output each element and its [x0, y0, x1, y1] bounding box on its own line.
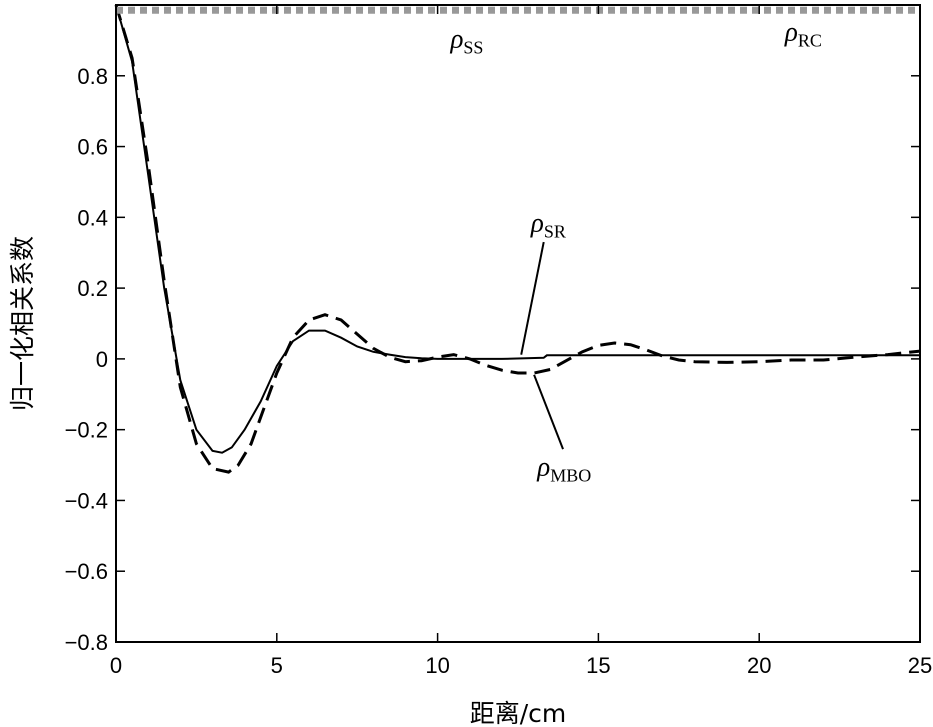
annotation-leader-line: [521, 242, 544, 355]
y-tick-label: 0.4: [77, 205, 108, 230]
annotation-rho-rc: ρRC: [784, 16, 822, 50]
plot-area: [116, 5, 920, 472]
y-tick-label: −0.4: [65, 488, 108, 513]
y-tick-label: 0.8: [77, 64, 108, 89]
x-axis-title: 距离/cm: [470, 699, 567, 727]
x-tick-label: 10: [425, 653, 449, 678]
annotation-rho-ss: ρSS: [449, 23, 483, 57]
series-line-mbo: [116, 5, 920, 472]
annotation-leader-line: [534, 375, 563, 449]
y-axis-title: 归一化相关系数: [8, 236, 37, 411]
y-tick-label: −0.8: [65, 630, 108, 655]
x-tick-label: 0: [110, 653, 122, 678]
y-tick-label: 0.2: [77, 276, 108, 301]
x-tick-label: 5: [271, 653, 283, 678]
y-tick-label: 0.6: [77, 135, 108, 160]
y-tick-label: 0: [96, 347, 108, 372]
y-tick-label: −0.6: [65, 559, 108, 584]
series-line-ss: [116, 5, 920, 453]
x-tick-label: 25: [908, 653, 932, 678]
axis-ticks: 0 5 10 15 20 25 −0.8 −0.6 −0.4 −0.2 0 0.2 0.4 0.6 0.8: [65, 5, 933, 678]
x-tick-label: 20: [747, 653, 771, 678]
annotation-rho-mbo: ρMBO: [536, 452, 591, 486]
x-tick-label: 15: [586, 653, 610, 678]
annotation-rho-sr: ρSR: [530, 207, 566, 241]
y-tick-label: −0.2: [65, 418, 108, 443]
annotations: ρSS ρRC ρSR ρMBO: [449, 16, 821, 485]
plot-frame: [116, 5, 920, 642]
